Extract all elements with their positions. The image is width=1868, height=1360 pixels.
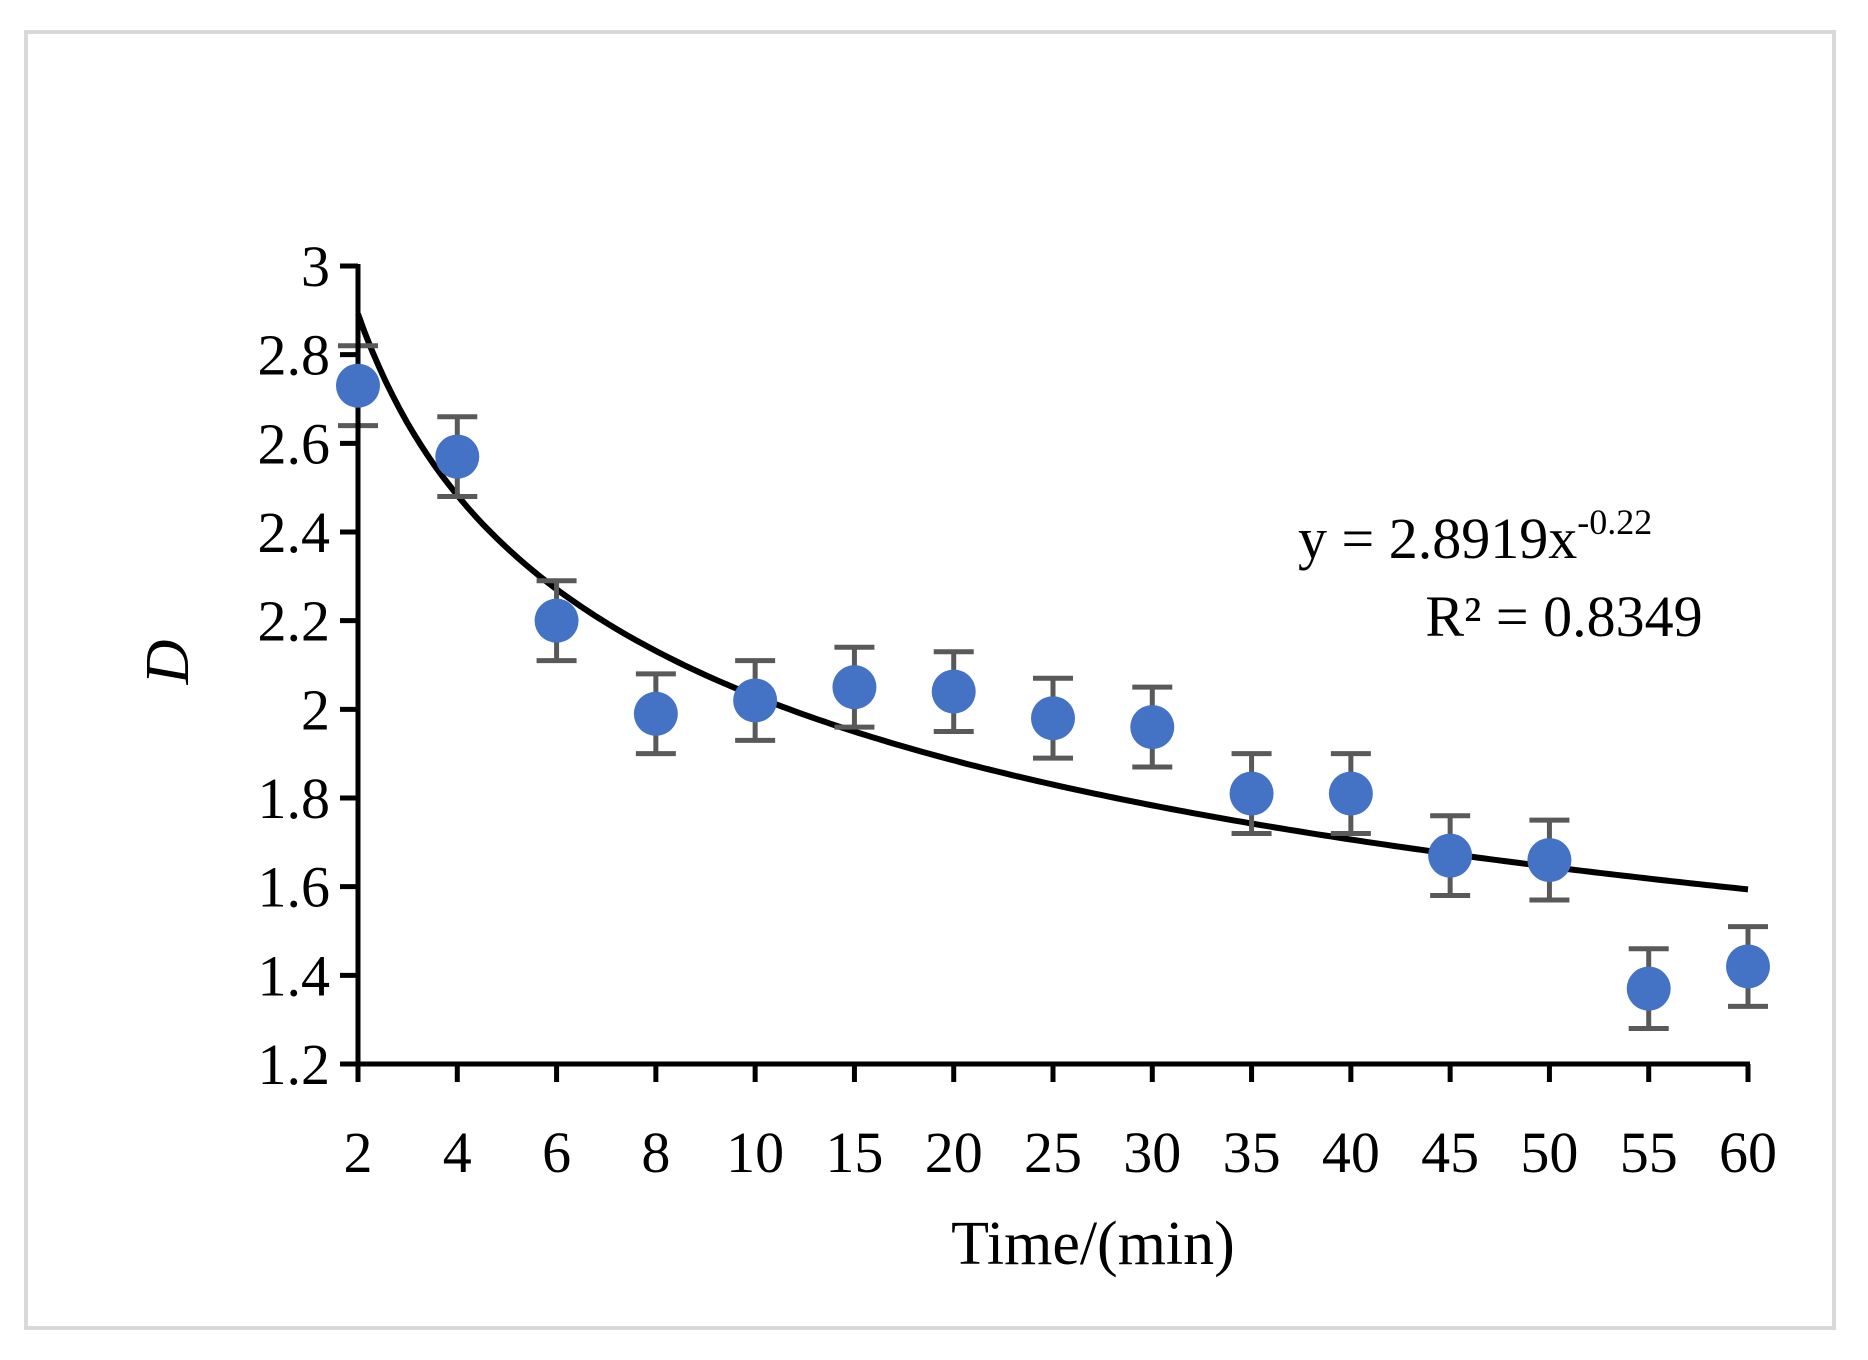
y-tick-label: 2 [301, 677, 330, 742]
error-bars-layer [338, 343, 1768, 1032]
data-point [832, 665, 877, 710]
data-point [633, 691, 678, 736]
trendline-equation-main: y = 2.8919x [1298, 506, 1577, 571]
y-tick-label: 1.2 [258, 1032, 331, 1097]
r-squared-label: R² = 0.8349 [1425, 584, 1702, 649]
scatter-chart: 1.2 1.4 1.6 1.8 2 2.2 2.4 2.6 2.8 3 2 4 6 8 10 15 20 25 30… [134, 234, 1777, 1278]
x-tick-label: 4 [443, 1120, 472, 1185]
y-tick-label: 2.2 [258, 589, 331, 654]
data-point [1130, 705, 1175, 750]
y-axis-title: D [134, 640, 202, 686]
data-point [534, 598, 579, 643]
y-tick-label: 1.6 [258, 855, 331, 920]
y-tick-label: 1.8 [258, 766, 331, 831]
axes-layer [340, 263, 1751, 1082]
trendline-layer [355, 312, 1749, 893]
x-tick-label: 15 [825, 1120, 883, 1185]
x-tick-label: 6 [542, 1120, 571, 1185]
data-point [931, 669, 976, 714]
x-tick-label: 35 [1223, 1120, 1281, 1185]
labels-layer: 1.2 1.4 1.6 1.8 2 2.2 2.4 2.6 2.8 3 2 4 6 8 10 15 20 25 30… [134, 234, 1777, 1278]
x-tick-label: 8 [641, 1120, 670, 1185]
data-point [336, 363, 380, 408]
x-tick-label: 20 [925, 1120, 983, 1185]
data-point [1031, 696, 1075, 741]
data-point [435, 434, 480, 479]
x-tick-label: 50 [1520, 1120, 1578, 1185]
data-point [1328, 771, 1373, 816]
x-tick-label: 60 [1719, 1120, 1777, 1185]
x-tick-label: 45 [1421, 1120, 1479, 1185]
data-point [733, 678, 778, 723]
x-tick-label: 2 [344, 1120, 373, 1185]
data-point [1428, 833, 1473, 878]
x-tick-label: 40 [1322, 1120, 1380, 1185]
y-tick-label: 2.4 [258, 500, 331, 565]
trendline-equation: y = 2.8919x-0.22 [1298, 502, 1652, 571]
x-tick-label: 55 [1620, 1120, 1678, 1185]
data-point [1527, 838, 1572, 883]
trendline-equation-exponent: -0.22 [1577, 502, 1652, 542]
trendline [355, 312, 1749, 893]
x-tick-label: 25 [1024, 1120, 1082, 1185]
y-tick-label: 3 [301, 234, 330, 299]
y-tick-label: 2.6 [258, 411, 331, 476]
data-points-layer [336, 363, 1770, 1011]
y-tick-label: 2.8 [258, 323, 331, 388]
x-axis-title: Time/(min) [951, 1210, 1235, 1278]
data-point [1229, 771, 1274, 816]
chart-frame: 1.2 1.4 1.6 1.8 2 2.2 2.4 2.6 2.8 3 2 4 6 8 10 15 20 25 30… [24, 30, 1836, 1330]
y-tick-label: 1.4 [258, 943, 331, 1008]
x-tick-label: 10 [726, 1120, 784, 1185]
data-point [1726, 944, 1770, 989]
x-tick-label: 30 [1123, 1120, 1181, 1185]
data-point [1626, 966, 1671, 1011]
